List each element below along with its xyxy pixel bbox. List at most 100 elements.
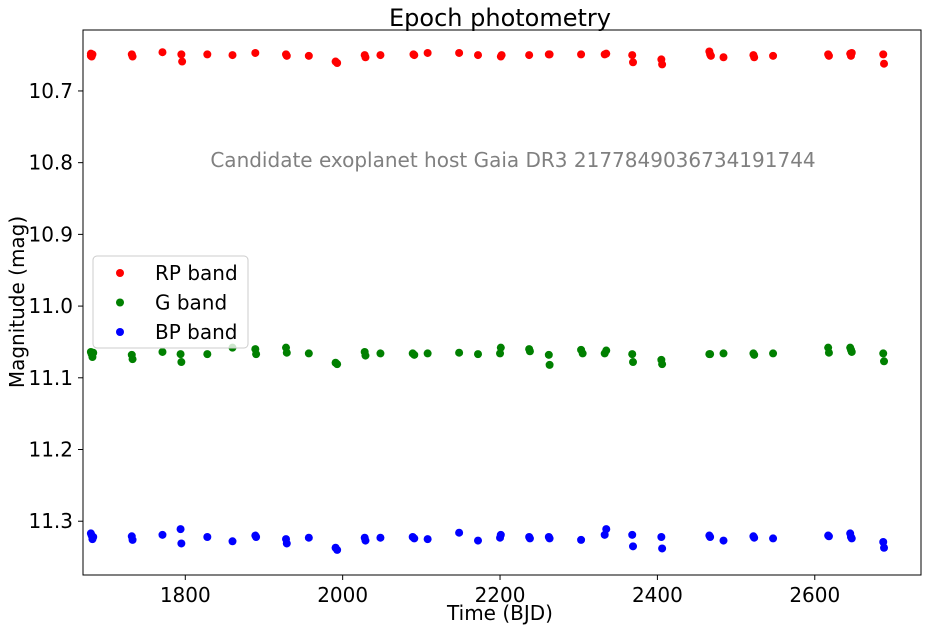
data-point (158, 530, 167, 539)
data-point (178, 57, 187, 66)
data-point (577, 50, 586, 59)
data-point (706, 532, 715, 541)
data-point (880, 59, 889, 68)
data-point (545, 50, 554, 59)
data-point (769, 534, 778, 543)
data-point (602, 525, 611, 534)
data-point (228, 537, 237, 546)
legend-marker (116, 328, 124, 336)
data-point (128, 52, 137, 61)
y-tick-label: 11.0 (28, 294, 73, 318)
data-point (455, 528, 464, 537)
x-tick-label: 2200 (475, 583, 526, 607)
data-point (304, 51, 313, 60)
data-point (361, 53, 370, 62)
data-point (719, 53, 728, 62)
data-point (423, 535, 432, 544)
data-point (177, 358, 186, 367)
data-point (750, 53, 759, 62)
data-point (525, 347, 534, 356)
data-point (361, 351, 370, 360)
data-point (880, 357, 889, 366)
legend-marker (116, 269, 124, 277)
data-point (545, 534, 554, 543)
data-point (719, 349, 728, 358)
x-tick-label: 1800 (160, 583, 211, 607)
data-point (333, 545, 342, 554)
data-point (304, 349, 313, 358)
data-point (410, 350, 419, 359)
data-point (88, 50, 97, 59)
data-point (474, 350, 482, 359)
data-point (657, 532, 666, 541)
data-point (176, 350, 185, 359)
data-point (880, 543, 889, 552)
data-point (423, 48, 432, 57)
data-point (824, 532, 833, 541)
legend-label: RP band (155, 261, 238, 285)
legend: RP band G band BP band (92, 255, 249, 349)
data-point (658, 544, 667, 553)
y-axis: 10.7 10.8 10.9 11.0 11.1 11.2 11.3 (28, 79, 83, 533)
data-point (719, 536, 728, 545)
data-point (376, 51, 385, 60)
data-point (158, 347, 167, 356)
data-point (423, 349, 432, 358)
data-point (629, 58, 638, 67)
data-point (333, 58, 342, 67)
data-point (629, 542, 638, 551)
data-point (128, 355, 137, 364)
data-point (750, 350, 759, 359)
data-point (333, 360, 342, 369)
data-point (628, 350, 637, 359)
data-point (282, 348, 291, 357)
annotation-text: Candidate exoplanet host Gaia DR3 217784… (210, 148, 815, 172)
data-point (706, 350, 715, 359)
series-rp-band (86, 47, 889, 69)
data-point (577, 535, 586, 544)
x-axis: 1800 2000 2200 2400 2600 (160, 575, 840, 607)
data-point (544, 350, 553, 359)
data-point (176, 525, 185, 534)
data-point (497, 51, 506, 60)
y-tick-label: 11.2 (28, 438, 73, 462)
data-point (847, 48, 856, 57)
data-point (496, 530, 505, 539)
data-point (545, 360, 554, 369)
y-tick-label: 11.1 (28, 366, 73, 390)
data-point (282, 51, 291, 60)
data-point (769, 51, 778, 60)
data-point (847, 534, 856, 543)
data-point (252, 532, 261, 541)
data-point (89, 532, 98, 541)
data-point (496, 343, 505, 352)
data-point (474, 536, 482, 545)
data-point (750, 533, 759, 542)
y-tick-label: 10.7 (28, 79, 73, 103)
data-point (203, 350, 212, 359)
data-point (361, 536, 370, 545)
data-point (251, 48, 260, 57)
x-tick-label: 2000 (317, 583, 368, 607)
data-point (525, 534, 534, 543)
data-points (86, 47, 889, 554)
legend-marker (116, 298, 124, 307)
data-point (628, 530, 637, 539)
data-point (376, 349, 385, 358)
data-point (228, 51, 237, 60)
data-point (602, 49, 611, 58)
data-point (879, 349, 888, 358)
y-axis-title: Magnitude (mag) (5, 216, 29, 388)
series-g-band (86, 343, 889, 369)
data-point (824, 348, 833, 357)
x-tick-label: 2400 (632, 583, 683, 607)
data-point (304, 533, 313, 542)
data-point (376, 533, 385, 542)
x-axis-title: Time (BJD) (446, 601, 553, 625)
data-point (158, 48, 167, 57)
y-tick-label: 11.3 (28, 509, 73, 533)
data-point (89, 348, 98, 357)
data-point (602, 346, 611, 355)
y-tick-label: 10.9 (28, 222, 73, 246)
